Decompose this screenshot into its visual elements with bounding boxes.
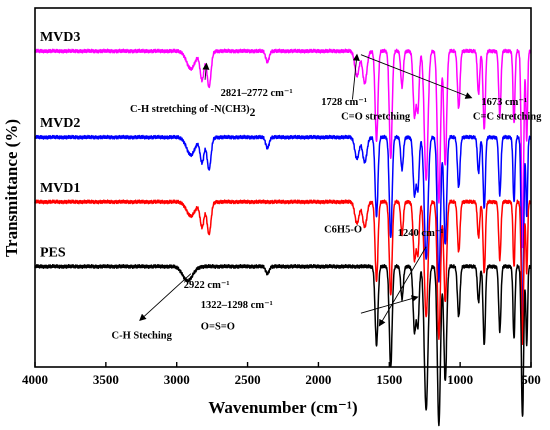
annotation-label: 2821–2772 cm⁻¹ — [221, 88, 293, 99]
x-tick-label: 2000 — [305, 372, 331, 387]
x-tick-label: 4000 — [22, 372, 48, 387]
plot-frame — [34, 7, 532, 368]
annotation-arrow — [351, 53, 360, 100]
series-line-mvd1 — [34, 199, 532, 346]
annotation-arrow — [139, 273, 192, 322]
series-label-mvd3: MVD3 — [40, 30, 80, 45]
annotation-label: C=C stretching — [473, 111, 542, 122]
series-label-mvd1: MVD1 — [40, 181, 80, 196]
annotation-label: 1322–1298 cm⁻¹ — [201, 300, 273, 311]
annotation-label: C6H5-O — [324, 224, 362, 235]
annotation-label: 1673 cm⁻¹ — [481, 97, 527, 108]
series-line-mvd3 — [34, 48, 532, 249]
series-layer: MVD3 MVD2 MVD1 PES — [34, 30, 532, 427]
series-label-pes: PES — [40, 245, 66, 260]
x-tick-label: 2500 — [235, 372, 261, 387]
annotation-label: C-H stretching of -N(CH3)2 — [130, 104, 256, 119]
annotation-label: O=S=O — [201, 321, 235, 332]
x-tick-label: 3000 — [164, 372, 190, 387]
annotation-arrow — [378, 246, 427, 327]
annotation-subscript: 2 — [250, 107, 256, 119]
series-label-mvd2: MVD2 — [40, 116, 80, 131]
x-tick-label: 3500 — [93, 372, 119, 387]
annotation-label: 2922 cm⁻¹ — [184, 280, 230, 291]
x-axis: 4000 3500 3000 2500 2000 1500 1000 500 — [22, 362, 541, 387]
annotation-arrow — [202, 62, 210, 80]
y-axis-label: Transmittance (%) — [2, 119, 21, 257]
annotation-label: C-H Steching — [112, 330, 173, 341]
annotation-label: 1728 cm⁻¹ — [321, 97, 367, 108]
annotation-arrow — [360, 295, 419, 314]
x-tick-label: 500 — [521, 372, 541, 387]
annotation-label: C=O stretching — [341, 111, 411, 122]
x-tick-label: 1500 — [376, 372, 402, 387]
x-axis-label: Wavenumber (cm⁻¹) — [208, 398, 357, 417]
annotation-arrow — [360, 54, 473, 99]
annotation-label: 1240 cm⁻¹ — [398, 228, 444, 239]
series-line-pes — [34, 263, 532, 427]
x-tick-label: 1000 — [447, 372, 473, 387]
series-line-mvd2 — [34, 134, 532, 324]
